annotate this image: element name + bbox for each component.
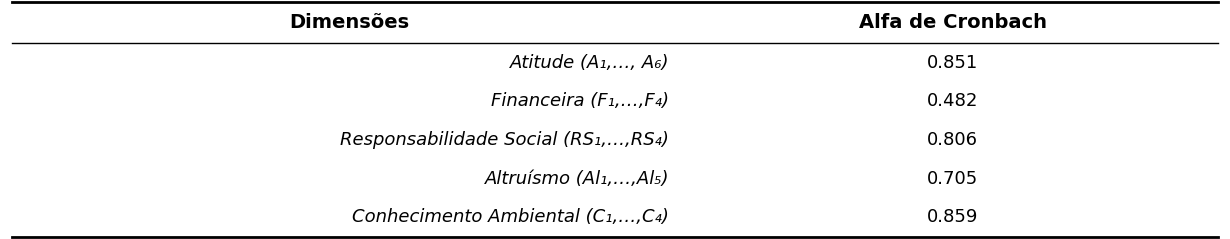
Text: 0.482: 0.482: [927, 92, 978, 110]
Text: Responsabilidade Social (RS₁,…,RS₄): Responsabilidade Social (RS₁,…,RS₄): [341, 131, 669, 149]
Text: 0.705: 0.705: [927, 170, 978, 188]
Text: Atitude (A₁,…, A₆): Atitude (A₁,…, A₆): [509, 54, 669, 72]
Text: Dimensões: Dimensões: [290, 13, 410, 32]
Text: 0.806: 0.806: [927, 131, 978, 149]
Text: 0.859: 0.859: [927, 208, 978, 226]
Text: Alfa de Cronbach: Alfa de Cronbach: [859, 13, 1047, 32]
Text: Conhecimento Ambiental (C₁,…,C₄): Conhecimento Ambiental (C₁,…,C₄): [352, 208, 669, 226]
Text: Altruísmo (Al₁,…,Al₅): Altruísmo (Al₁,…,Al₅): [485, 170, 669, 188]
Text: 0.851: 0.851: [927, 54, 978, 72]
Text: Financeira (F₁,…,F₄): Financeira (F₁,…,F₄): [491, 92, 669, 110]
